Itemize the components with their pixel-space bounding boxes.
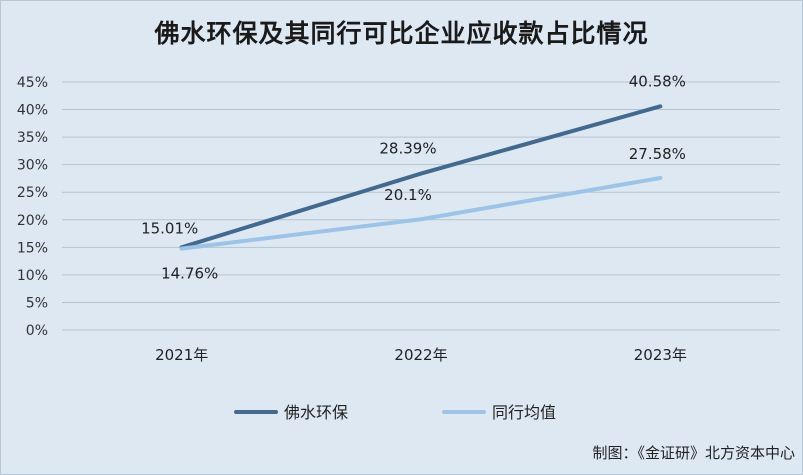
x-tick-label: 2021年: [155, 346, 208, 364]
y-axis-ticks: 0% 5% 10% 15% 20% 25% 30% 35% 40% 45%: [17, 75, 48, 339]
legend-label: 同行均值: [492, 403, 556, 422]
chart-title: 佛水环保及其同行可比企业应收款占比情况: [154, 19, 649, 48]
data-label: 14.76%: [161, 265, 218, 283]
data-label: 28.39%: [379, 140, 436, 158]
y-tick-label: 0%: [26, 323, 48, 339]
series-line-1: [179, 104, 663, 250]
data-label: 15.01%: [141, 219, 198, 237]
x-axis-ticks: 2021年 2022年 2023年: [155, 346, 687, 364]
legend: 佛水环保 同行均值: [234, 403, 556, 422]
x-tick-label: 2023年: [634, 346, 687, 364]
y-tick-label: 45%: [17, 75, 48, 91]
y-tick-label: 40%: [17, 103, 48, 119]
data-label: 40.58%: [629, 72, 686, 90]
series-line-2: [179, 176, 663, 251]
legend-label: 佛水环保: [284, 403, 348, 422]
source-credit: 制图：《金证研》北方资本中心: [592, 444, 795, 462]
data-labels: 15.01% 28.39% 40.58% 14.76% 20.1% 27.58%: [141, 72, 686, 282]
y-tick-label: 10%: [17, 268, 48, 284]
data-label: 20.1%: [384, 186, 432, 204]
data-label: 27.58%: [629, 145, 686, 163]
y-tick-label: 20%: [17, 213, 48, 229]
y-tick-label: 35%: [17, 130, 48, 146]
y-tick-label: 15%: [17, 240, 48, 256]
y-tick-label: 30%: [17, 158, 48, 174]
y-tick-label: 25%: [17, 185, 48, 201]
x-tick-label: 2022年: [394, 346, 447, 364]
series-lines: [179, 104, 663, 251]
y-tick-label: 5%: [26, 295, 48, 311]
gridlines: [62, 81, 780, 331]
